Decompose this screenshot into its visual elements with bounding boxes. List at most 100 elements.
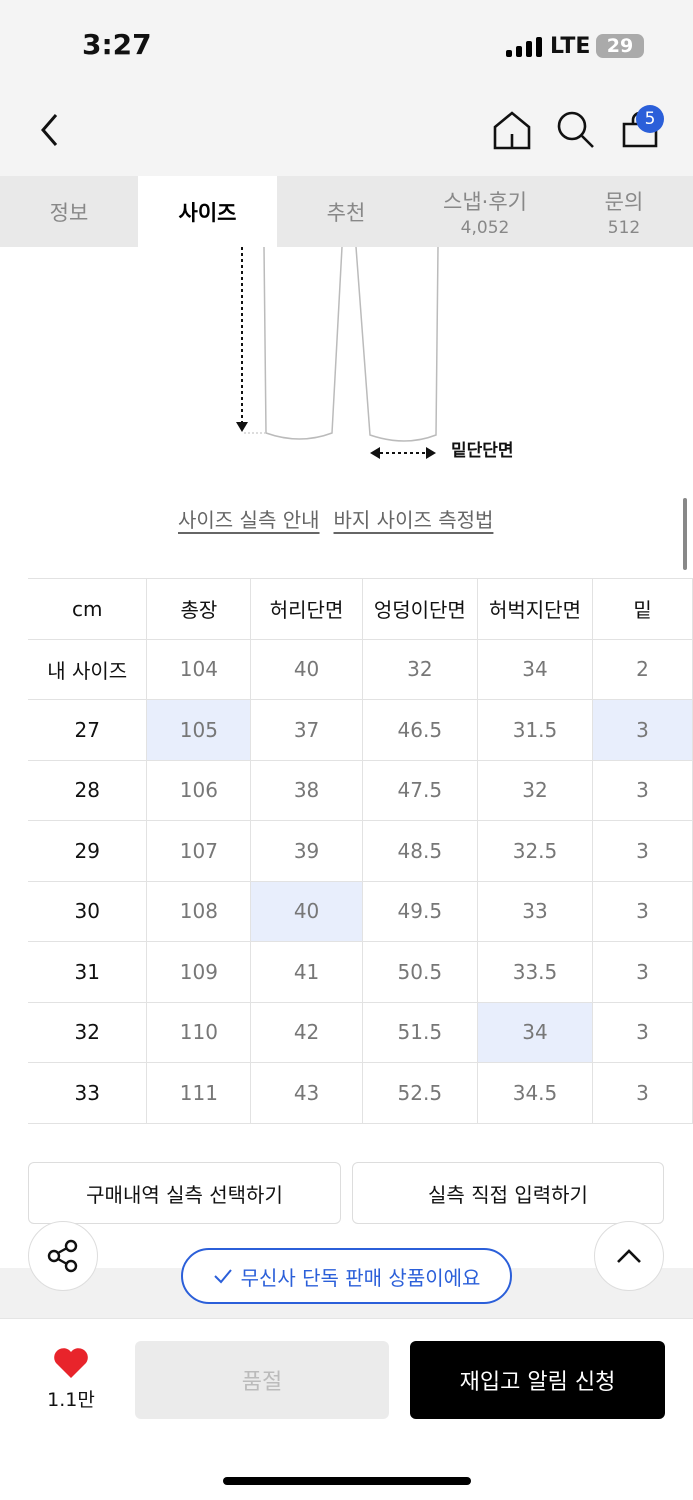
table-cell: 38 [250,759,363,821]
share-button[interactable] [28,1221,98,1291]
status-bar: 3:27 LTE 29 5 [0,0,693,176]
table-cell: 46.5 [361,699,478,761]
table-cell: 3 [592,1001,693,1063]
table-row: 33 111 43 52.5 34.5 3 [28,1062,693,1124]
table-row: 30 108 40 49.5 33 3 [28,880,693,942]
table-cell: 52.5 [361,1062,478,1124]
battery-icon: 29 [596,34,644,58]
table-cell: 105 [146,699,252,761]
clock: 3:27 [82,28,152,61]
row-header: 27 [28,699,148,761]
tab-size[interactable]: 사이즈 [138,176,277,247]
exclusive-badge: 무신사 단독 판매 상품이에요 [181,1248,512,1304]
table-cell: 34 [476,1001,594,1063]
table-cell: 111 [146,1062,252,1124]
tab-label: 문의 [604,189,644,214]
tab-count: 512 [607,217,641,238]
home-icon[interactable] [492,110,532,150]
tab-bar: 정보 사이즈 추천 스냅·후기 4,052 문의 512 [0,176,693,247]
cart-badge: 5 [636,105,664,133]
table-cell: 3 [592,699,693,761]
table-row: 28 106 38 47.5 32 3 [28,759,693,821]
row-header: 내 사이즈 [28,638,148,700]
table-cell: 33.5 [476,941,594,1003]
table-header-row: cm 총장 허리단면 엉덩이단면 허벅지단면 밑 [28,578,693,640]
row-header: 33 [28,1062,148,1124]
table-cell: 31.5 [476,699,594,761]
table-cell: 42 [250,1001,363,1063]
tab-label: 추천 [326,200,366,225]
table-cell: 48.5 [361,820,478,882]
table-cell: 3 [592,820,693,882]
column-header: 엉덩이단면 [361,578,478,640]
table-cell: 104 [146,638,252,700]
table-cell: 37 [250,699,363,761]
table-row: 32 110 42 51.5 34 3 [28,1001,693,1063]
table-cell: 32 [476,759,594,821]
table-cell: 109 [146,941,252,1003]
table-cell: 39 [250,820,363,882]
size-guide-link[interactable]: 사이즈 실측 안내 [178,508,320,532]
tab-count: 4,052 [460,217,510,238]
table-cell: 106 [146,759,252,821]
signal-icon [506,37,542,57]
table-cell: 108 [146,880,252,942]
table-cell: 47.5 [361,759,478,821]
table-cell: 51.5 [361,1001,478,1063]
table-row: 내 사이즈 104 40 32 34 2 [28,638,693,700]
search-icon[interactable] [556,110,596,150]
table-cell: 3 [592,941,693,1003]
pants-diagram [236,247,439,459]
restock-alert-button[interactable]: 재입고 알림 신청 [410,1341,665,1419]
tab-label: 정보 [49,200,89,225]
network-label: LTE [550,34,591,59]
tab-recommend[interactable]: 추천 [277,176,415,247]
size-table: cm 총장 허리단면 엉덩이단면 허벅지단면 밑 내 사이즈 104 40 32 34 2 27 105 3… [28,578,693,1124]
table-row: 27 105 37 46.5 31.5 3 [28,699,693,761]
row-header: 30 [28,880,148,942]
hem-label: 밑단단면 [451,441,514,461]
column-header: 총장 [146,578,252,640]
table-cell: 33 [476,880,594,942]
column-header: cm [28,578,148,640]
share-icon [47,1239,78,1273]
tab-reviews[interactable]: 스냅·후기 4,052 [415,176,555,247]
tab-info[interactable]: 정보 [0,176,138,247]
row-header: 32 [28,1001,148,1063]
like-count: 1.1만 [47,1389,95,1411]
table-cell: 40 [250,638,363,700]
measure-howto-link[interactable]: 바지 사이즈 측정법 [333,508,494,532]
table-cell: 2 [592,638,693,700]
column-header: 허벅지단면 [476,578,594,640]
table-row: 29 107 39 48.5 32.5 3 [28,820,693,882]
table-cell: 43 [250,1062,363,1124]
back-icon[interactable] [38,112,62,148]
table-cell: 3 [592,759,693,821]
tab-qna[interactable]: 문의 512 [555,176,693,247]
table-cell: 3 [592,1062,693,1124]
scroll-top-button[interactable] [594,1221,664,1291]
column-header: 허리단면 [250,578,363,640]
purchase-history-button[interactable]: 구매내역 실측 선택하기 [28,1162,341,1224]
table-cell: 34.5 [476,1062,594,1124]
tab-label: 스냅·후기 [443,189,527,214]
heart-icon[interactable] [53,1347,89,1379]
table-cell: 32 [361,638,478,700]
table-cell: 107 [146,820,252,882]
tab-label: 사이즈 [178,200,237,225]
exclusive-text: 무신사 단독 판매 상품이에요 [240,1265,481,1290]
table-cell: 40 [250,880,363,942]
sold-out-button: 품절 [135,1341,389,1419]
bottom-bar: 1.1만 품절 재입고 알림 신청 [0,1318,693,1500]
table-row: 31 109 41 50.5 33.5 3 [28,941,693,1003]
table-cell: 3 [592,880,693,942]
home-indicator [223,1477,471,1485]
manual-input-button[interactable]: 실측 직접 입력하기 [352,1162,664,1224]
row-header: 28 [28,759,148,821]
table-cell: 34 [476,638,594,700]
table-cell: 49.5 [361,880,478,942]
table-cell: 32.5 [476,820,594,882]
row-header: 31 [28,941,148,1003]
scrollbar[interactable] [683,498,687,570]
row-header: 29 [28,820,148,882]
